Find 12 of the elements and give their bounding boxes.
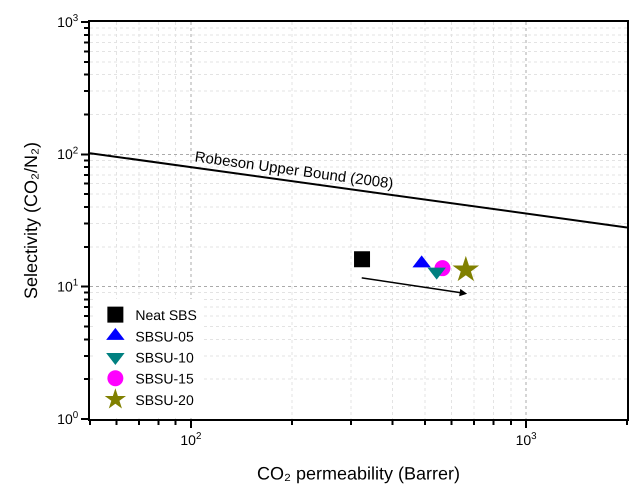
y-tick-label: 10$^{0}$ bbox=[57, 410, 79, 427]
text: Robeson Upper Bound (2008) bbox=[194, 148, 394, 192]
y-tick-label: 10$^{3}$ bbox=[57, 13, 79, 30]
legend-label: SBSU-20 bbox=[135, 392, 194, 408]
legend-label: Neat SBS bbox=[135, 307, 197, 324]
y-axis-title: Selectivity (CO₂/N₂) bbox=[20, 142, 41, 299]
legend-label: SBSU-05 bbox=[135, 328, 194, 344]
y-tick-label: 10$^{2}$ bbox=[57, 145, 78, 162]
x-axis-title: CO₂ permeability (Barrer) bbox=[256, 463, 460, 484]
legend-label: SBSU-10 bbox=[135, 349, 194, 366]
y-tick-label: 10$^{1}$ bbox=[57, 278, 78, 295]
legend-label: SBSU-15 bbox=[135, 370, 194, 387]
